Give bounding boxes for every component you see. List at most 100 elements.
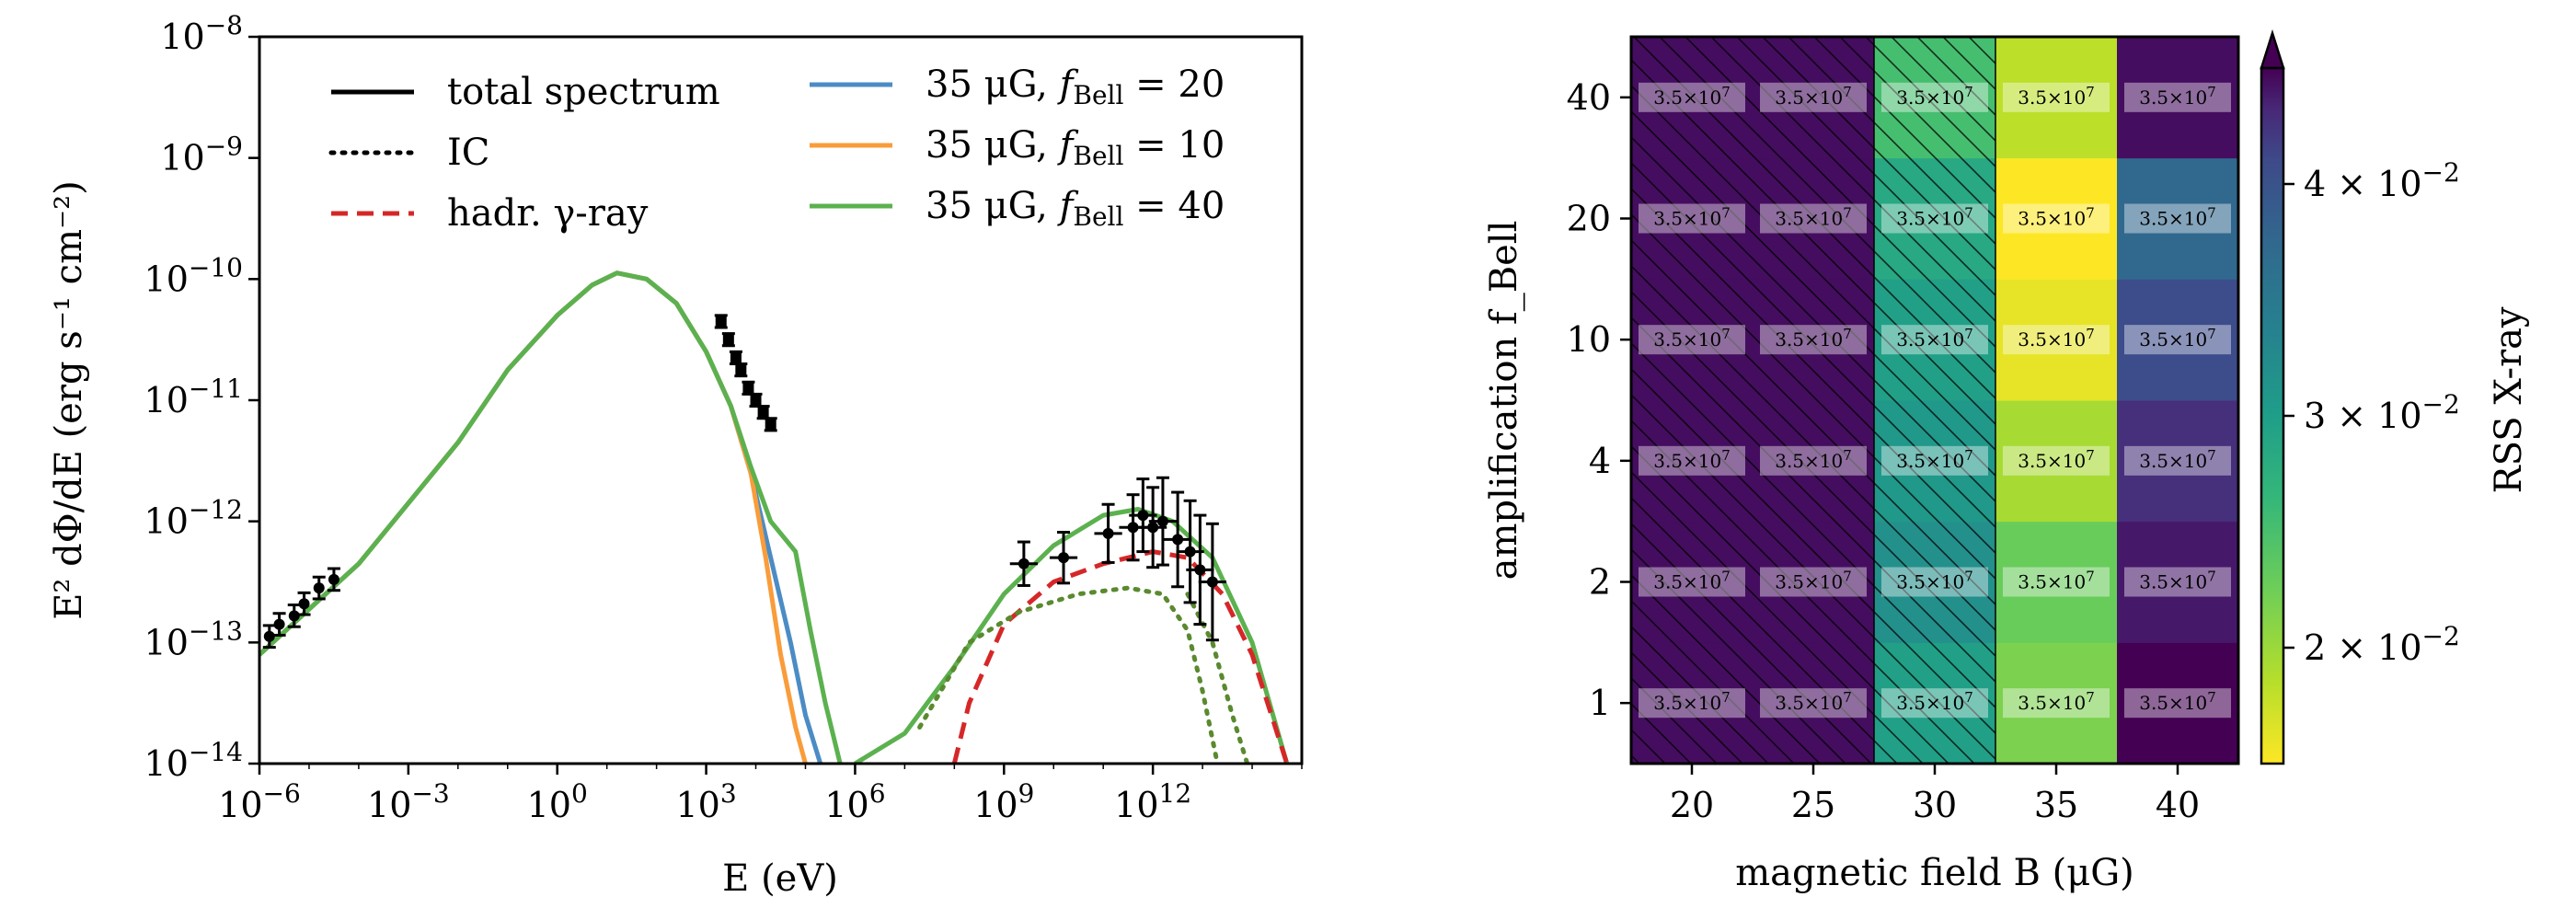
sed-x-tick-label: 103 xyxy=(675,778,736,825)
colorbar-tick-label: 2 × 10−2 xyxy=(2304,621,2460,668)
heatmap-x-tick-label: 20 xyxy=(1670,785,1714,825)
legend-label: total spectrum xyxy=(447,71,720,113)
cell-label-box xyxy=(1760,325,1867,355)
data-point-marker xyxy=(1156,515,1168,527)
data-point-marker xyxy=(1194,564,1206,576)
cell-label: 3.5×107 xyxy=(1653,84,1731,109)
data-point-marker xyxy=(288,610,300,622)
data-point-marker xyxy=(298,598,310,610)
cell-label-box xyxy=(1639,688,1745,719)
heatmap-cell xyxy=(1995,642,2118,765)
cell-label-box xyxy=(2124,203,2231,234)
cell-label: 3.5×107 xyxy=(1775,569,1852,593)
sed-series-group xyxy=(259,270,1290,764)
heatmap-cell xyxy=(2117,400,2239,523)
heatmap-y-tick-label: 1 xyxy=(1589,683,1611,723)
data-point-marker xyxy=(263,630,275,642)
cell-label: 3.5×107 xyxy=(1775,84,1852,109)
data-point-marker xyxy=(742,382,754,394)
heatmap-x-tick-label: 35 xyxy=(2034,785,2078,825)
sed-x-tick-label: 106 xyxy=(824,778,885,825)
sed-series-line xyxy=(259,270,843,764)
cell-label-box xyxy=(2124,82,2231,112)
heatmap-y-axis-label: amplification f_Bell xyxy=(1483,221,1525,581)
heatmap-hatched-region xyxy=(1631,36,1996,765)
heatmap-plot: 3.5×107 3.5×107 3.5×107 3.5×107 3.5×107 3.5×1… xyxy=(1483,29,2530,894)
legend-label: 35 μG, fBell = 40 xyxy=(926,185,1225,232)
heatmap-cell xyxy=(2117,279,2239,401)
cell-label: 3.5×107 xyxy=(1653,205,1731,230)
data-point-marker xyxy=(750,395,762,406)
sed-y-tick-label: 10−13 xyxy=(144,615,243,662)
sed-y-tick-label: 10−14 xyxy=(144,737,243,784)
heatmap-x-tick-label: 30 xyxy=(1913,785,1957,825)
cell-label-box xyxy=(2003,567,2110,597)
sed-y-tick-label: 10−12 xyxy=(144,495,243,542)
cell-label-box xyxy=(1881,325,1988,355)
cell-label: 3.5×107 xyxy=(1775,205,1852,230)
cell-label: 3.5×107 xyxy=(1896,569,1973,593)
cell-label: 3.5×107 xyxy=(1653,569,1731,593)
cell-label-box xyxy=(1639,567,1745,597)
cell-label: 3.5×107 xyxy=(1653,326,1731,351)
cell-label: 3.5×107 xyxy=(2139,326,2216,351)
cell-label-box xyxy=(2003,688,2110,719)
sed-y-axis-label: E² dΦ/dE (erg s⁻¹ cm⁻²) xyxy=(48,180,90,620)
heatmap-x-axis-label: magnetic field B (μG) xyxy=(1735,852,2134,894)
cell-label-box xyxy=(1639,82,1745,112)
cell-label-box xyxy=(2003,445,2110,476)
heatmap-x-tick-label: 40 xyxy=(2156,785,2200,825)
sed-x-tick-label: 109 xyxy=(973,778,1034,825)
hatched-column xyxy=(1631,37,1753,764)
colorbar-extend-arrow xyxy=(2260,29,2285,70)
heatmap-cell xyxy=(2117,37,2239,159)
cell-label: 3.5×107 xyxy=(1896,205,1973,230)
heatmap-x-ticks: 20 25 30 35 40 xyxy=(1670,764,2200,825)
data-point-marker xyxy=(1058,552,1070,564)
cell-label: 3.5×107 xyxy=(2018,84,2095,109)
cell-label: 3.5×107 xyxy=(2139,447,2216,472)
data-point-marker xyxy=(1102,527,1114,539)
heatmap-cell xyxy=(1995,521,2118,643)
sed-y-tick-label: 10−10 xyxy=(144,252,243,299)
cell-label-box xyxy=(1760,445,1867,476)
cell-label: 3.5×107 xyxy=(1896,447,1973,472)
colorbar-gradient xyxy=(2260,66,2285,765)
data-point-marker xyxy=(1206,576,1218,588)
legend-label: hadr. γ-ray xyxy=(447,192,649,235)
cell-label: 3.5×107 xyxy=(1775,689,1852,714)
data-point-marker xyxy=(273,618,285,630)
data-point-marker xyxy=(757,407,769,419)
heatmap-cell-labels: 3.5×107 3.5×107 3.5×107 3.5×107 3.5×107 3.5×1… xyxy=(1639,82,2231,719)
cell-label: 3.5×107 xyxy=(1896,326,1973,351)
sed-legend: total spectrum IC hadr. γ-ray 35 μG, fBell … xyxy=(328,63,1225,235)
data-point-marker xyxy=(1137,510,1149,522)
cell-label-box xyxy=(2003,325,2110,355)
data-point-marker xyxy=(765,419,776,431)
legend-label: 35 μG, fBell = 10 xyxy=(926,124,1225,171)
cell-label: 3.5×107 xyxy=(2018,447,2095,472)
data-point-marker xyxy=(1147,522,1159,534)
data-point-marker xyxy=(1172,534,1184,546)
cell-label: 3.5×107 xyxy=(2018,205,2095,230)
cell-label: 3.5×107 xyxy=(1775,447,1852,472)
colorbar-tick-label: 3 × 10−2 xyxy=(2304,389,2460,436)
heatmap-cell xyxy=(2117,157,2239,280)
sed-series-line xyxy=(854,507,1290,764)
sed-x-tick-label: 100 xyxy=(527,778,588,825)
cell-label: 3.5×107 xyxy=(1775,326,1852,351)
data-point-marker xyxy=(1127,522,1139,534)
data-point-marker xyxy=(1018,558,1029,569)
cell-label-box xyxy=(1881,445,1988,476)
data-point-marker xyxy=(1184,546,1196,558)
cell-label-box xyxy=(2124,325,2231,355)
cell-label: 3.5×107 xyxy=(2139,689,2216,714)
sed-series-line xyxy=(259,270,823,764)
heatmap-y-ticks: 1 2 4 10 20 40 xyxy=(1567,77,1631,723)
cell-label: 3.5×107 xyxy=(1896,84,1973,109)
cell-label: 3.5×107 xyxy=(1896,689,1973,714)
heatmap-cell xyxy=(2117,521,2239,643)
sed-plot: 10−6 10−3 100 103 106 109 1012 10−14 10−13 10−12… xyxy=(48,10,1304,900)
data-point-marker xyxy=(730,351,742,363)
